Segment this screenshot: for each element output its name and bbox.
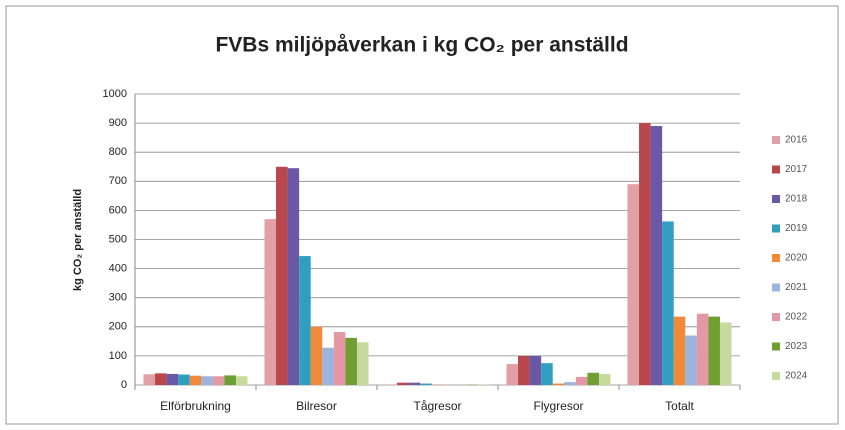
x-tick-label: Bilresor [296, 399, 337, 413]
bar [696, 313, 709, 385]
bar [235, 376, 248, 385]
legend-label: 2016 [785, 135, 808, 146]
legend-swatch [772, 136, 780, 144]
bar [685, 335, 697, 385]
bar [552, 383, 565, 385]
y-tick-label: 400 [109, 263, 127, 275]
bar [264, 219, 277, 385]
y-tick-label: 100 [109, 350, 127, 362]
legend-swatch [772, 313, 780, 321]
bar [564, 382, 576, 385]
y-axis-label: kg CO₂ per anställd [72, 189, 84, 291]
bar [518, 355, 530, 385]
legend-swatch [772, 372, 780, 380]
chart-title: FVBs miljöpåverkan i kg CO₂ per anställd [215, 34, 628, 57]
bar [719, 322, 732, 385]
bar [189, 375, 202, 385]
legend-label: 2019 [785, 223, 808, 234]
y-tick-label: 800 [109, 146, 127, 158]
legend-label: 2020 [785, 253, 808, 264]
bar [310, 326, 323, 385]
bar [287, 168, 300, 385]
bar [299, 256, 311, 385]
bar [356, 342, 369, 385]
bar [575, 376, 588, 385]
bar [627, 184, 640, 385]
bar [276, 166, 288, 385]
bar [322, 347, 334, 385]
bar [506, 364, 519, 385]
legend-swatch [772, 195, 780, 203]
bar [598, 373, 611, 385]
legend-label: 2023 [785, 341, 808, 352]
legend-swatch [772, 165, 780, 174]
y-tick-label: 1000 [103, 88, 127, 100]
bar [662, 221, 674, 385]
bar [650, 126, 663, 385]
bar [178, 374, 190, 385]
bar [345, 337, 357, 385]
bar [673, 316, 686, 385]
x-tick-label: Elförbrukning [160, 399, 231, 413]
bar [212, 376, 225, 385]
bar [333, 332, 346, 385]
x-tick-label: Tågresor [413, 399, 461, 413]
bar [201, 376, 213, 385]
legend-swatch [772, 254, 780, 262]
bar [143, 374, 156, 385]
y-tick-label: 700 [109, 175, 127, 187]
bar [397, 382, 409, 385]
legend-label: 2017 [785, 164, 808, 175]
bar [420, 383, 432, 385]
bar [587, 372, 599, 385]
y-tick-label: 300 [109, 292, 127, 304]
x-tick-label: Totalt [665, 399, 694, 413]
legend-label: 2022 [785, 312, 808, 323]
legend-label: 2024 [785, 371, 808, 382]
bar [166, 373, 179, 385]
bar [639, 123, 651, 385]
bar [529, 355, 542, 385]
legend-swatch [772, 283, 780, 292]
y-tick-label: 900 [109, 117, 127, 129]
bar [224, 375, 236, 385]
bar [408, 382, 421, 385]
y-tick-label: 200 [109, 321, 127, 333]
y-tick-label: 600 [109, 204, 127, 216]
legend-swatch [772, 224, 780, 233]
legend-label: 2018 [785, 194, 808, 205]
legend-label: 2021 [785, 282, 808, 293]
legend-swatch [772, 342, 780, 351]
bar [155, 373, 167, 385]
x-tick-label: Flygresor [533, 399, 583, 413]
bar [708, 316, 720, 385]
bar [541, 363, 553, 385]
bar [385, 384, 398, 385]
y-tick-label: 0 [121, 379, 127, 391]
y-tick-label: 500 [109, 233, 127, 245]
